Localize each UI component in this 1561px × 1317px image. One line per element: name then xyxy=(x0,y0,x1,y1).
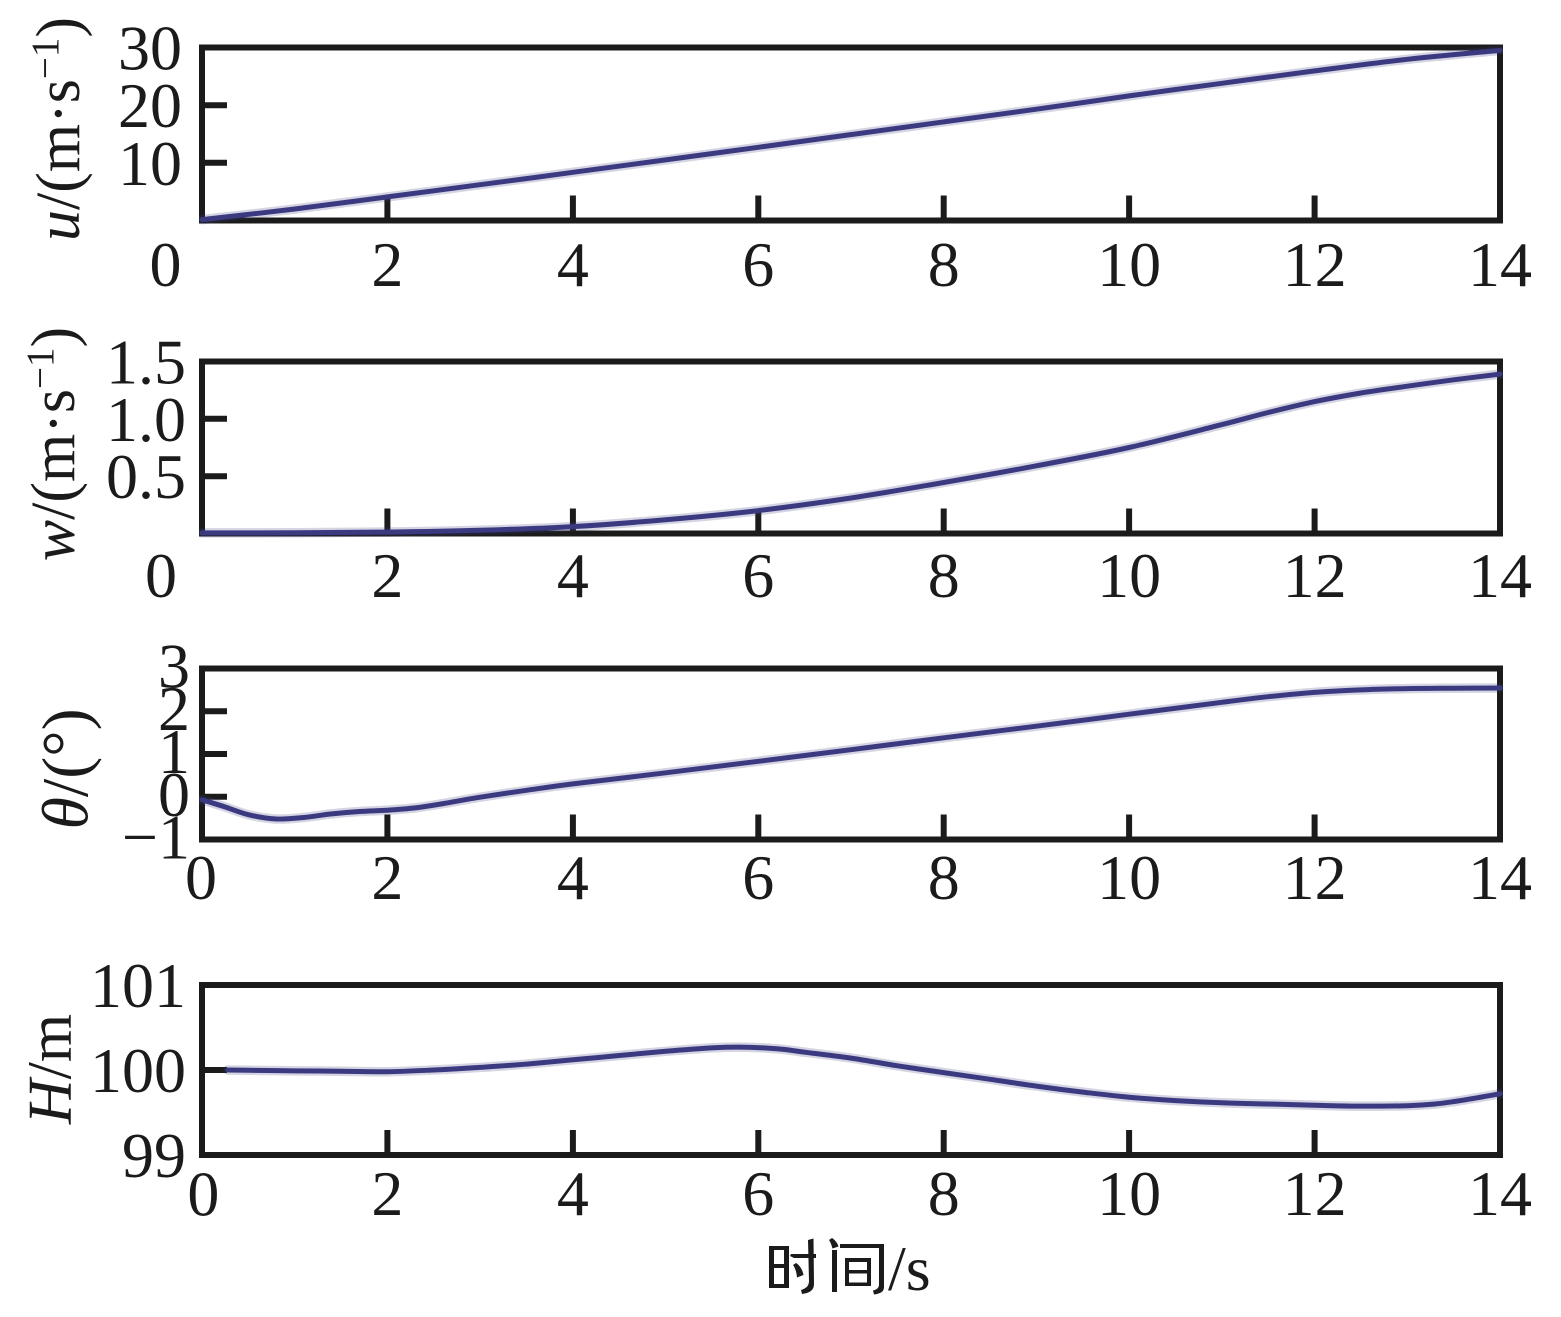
svg-text:20: 20 xyxy=(118,70,182,141)
svg-text:12: 12 xyxy=(1283,1158,1347,1229)
svg-text:8: 8 xyxy=(928,1158,960,1229)
svg-text:100: 100 xyxy=(90,1035,186,1106)
svg-text:14: 14 xyxy=(1468,1158,1532,1229)
svg-text:0.5: 0.5 xyxy=(106,441,186,512)
svg-text:12: 12 xyxy=(1283,842,1347,913)
svg-text:12: 12 xyxy=(1283,229,1347,300)
svg-text:14: 14 xyxy=(1468,229,1532,300)
svg-text:−1: −1 xyxy=(122,802,190,873)
svg-text:14: 14 xyxy=(1468,842,1532,913)
svg-text:3: 3 xyxy=(158,631,190,702)
svg-text:10: 10 xyxy=(1097,842,1161,913)
svg-text:4: 4 xyxy=(557,842,589,913)
svg-text:0: 0 xyxy=(158,759,190,830)
svg-text:8: 8 xyxy=(928,540,960,611)
svg-text:101: 101 xyxy=(90,950,186,1021)
svg-text:99: 99 xyxy=(122,1120,186,1191)
svg-text:2: 2 xyxy=(371,229,403,300)
svg-text:14: 14 xyxy=(1468,540,1532,611)
svg-text:H/m: H/m xyxy=(17,1014,85,1125)
svg-text:0: 0 xyxy=(187,1159,219,1230)
svg-text:/s: /s xyxy=(888,1233,931,1304)
svg-text:10: 10 xyxy=(1097,540,1161,611)
svg-text:10: 10 xyxy=(118,128,182,199)
svg-text:4: 4 xyxy=(557,540,589,611)
svg-text:8: 8 xyxy=(928,842,960,913)
svg-text:0: 0 xyxy=(185,842,217,913)
svg-text:8: 8 xyxy=(928,229,960,300)
svg-text:2: 2 xyxy=(158,673,190,744)
svg-text:1.5: 1.5 xyxy=(106,327,186,398)
svg-text:6: 6 xyxy=(742,1158,774,1229)
svg-text:4: 4 xyxy=(557,229,589,300)
svg-text:u/(m·s−1): u/(m·s−1) xyxy=(24,17,93,241)
svg-text:2: 2 xyxy=(371,540,403,611)
svg-text:4: 4 xyxy=(557,1158,589,1229)
svg-text:6: 6 xyxy=(742,540,774,611)
svg-text:30: 30 xyxy=(118,13,182,84)
svg-text:6: 6 xyxy=(742,842,774,913)
svg-text:0: 0 xyxy=(145,540,177,611)
svg-text:2: 2 xyxy=(371,842,403,913)
svg-text:10: 10 xyxy=(1097,229,1161,300)
svg-text:1.0: 1.0 xyxy=(106,384,186,455)
svg-text:1: 1 xyxy=(158,716,190,787)
svg-text:θ/(°): θ/(°) xyxy=(30,708,103,829)
svg-text:12: 12 xyxy=(1283,540,1347,611)
svg-text:0: 0 xyxy=(150,229,182,300)
svg-text:6: 6 xyxy=(742,229,774,300)
svg-text:10: 10 xyxy=(1097,1158,1161,1229)
svg-text:2: 2 xyxy=(371,1158,403,1229)
